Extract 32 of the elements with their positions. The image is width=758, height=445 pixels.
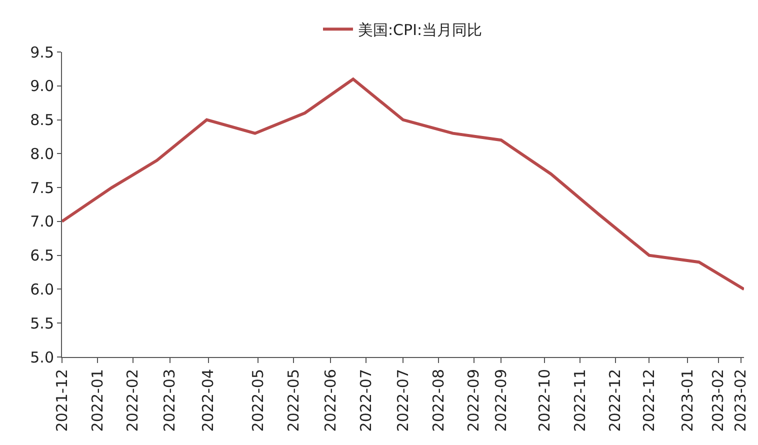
y-tick-label: 7.5	[30, 178, 54, 197]
x-tick-label: 2021-12	[52, 369, 71, 432]
x-tick-label: 2022-07	[394, 369, 412, 432]
x-tick-label: 2022-03	[160, 369, 179, 432]
y-tick-label: 5.0	[30, 348, 54, 366]
x-tick-label: 2022-07	[356, 369, 375, 432]
x-tick-label: 2022-11	[570, 369, 589, 432]
x-tick-label: 2022-08	[429, 369, 448, 432]
x-tick-label: 2023-01	[678, 369, 697, 432]
x-tick-label: 2022-09	[464, 369, 483, 432]
y-tick-label: 5.5	[30, 314, 54, 332]
line-series	[62, 78, 744, 291]
y-tick-label: 7.0	[30, 212, 54, 231]
x-tick-label: 2022-05	[284, 369, 302, 432]
y-tick-label: 6.0	[30, 280, 54, 298]
x-tick-label: 2022-04	[199, 369, 218, 432]
x-tick-label: 2022-10	[535, 369, 554, 432]
x-tick-label: 2022-02	[124, 369, 142, 432]
x-tick-label: 2023-02	[732, 369, 750, 432]
x-tick-label: 2022-05	[249, 369, 268, 432]
y-tick-label: 8.0	[30, 144, 54, 163]
y-tick-label: 9.0	[30, 77, 54, 96]
y-tick-label: 9.5	[30, 43, 54, 62]
x-tick-label: 2022-12	[606, 369, 624, 432]
x-tick-label: 2022-09	[492, 369, 510, 432]
y-tick-label: 6.5	[30, 246, 54, 265]
y-tick-label: 8.5	[30, 111, 54, 130]
x-tick-label: 2023-02	[709, 369, 728, 432]
legend-label: 美国:CPI:当月同比	[358, 21, 482, 39]
x-tick-label: 2022-01	[88, 369, 106, 432]
x-tick-label: 2022-12	[640, 369, 658, 432]
x-tick-label: 2022-06	[321, 369, 340, 432]
